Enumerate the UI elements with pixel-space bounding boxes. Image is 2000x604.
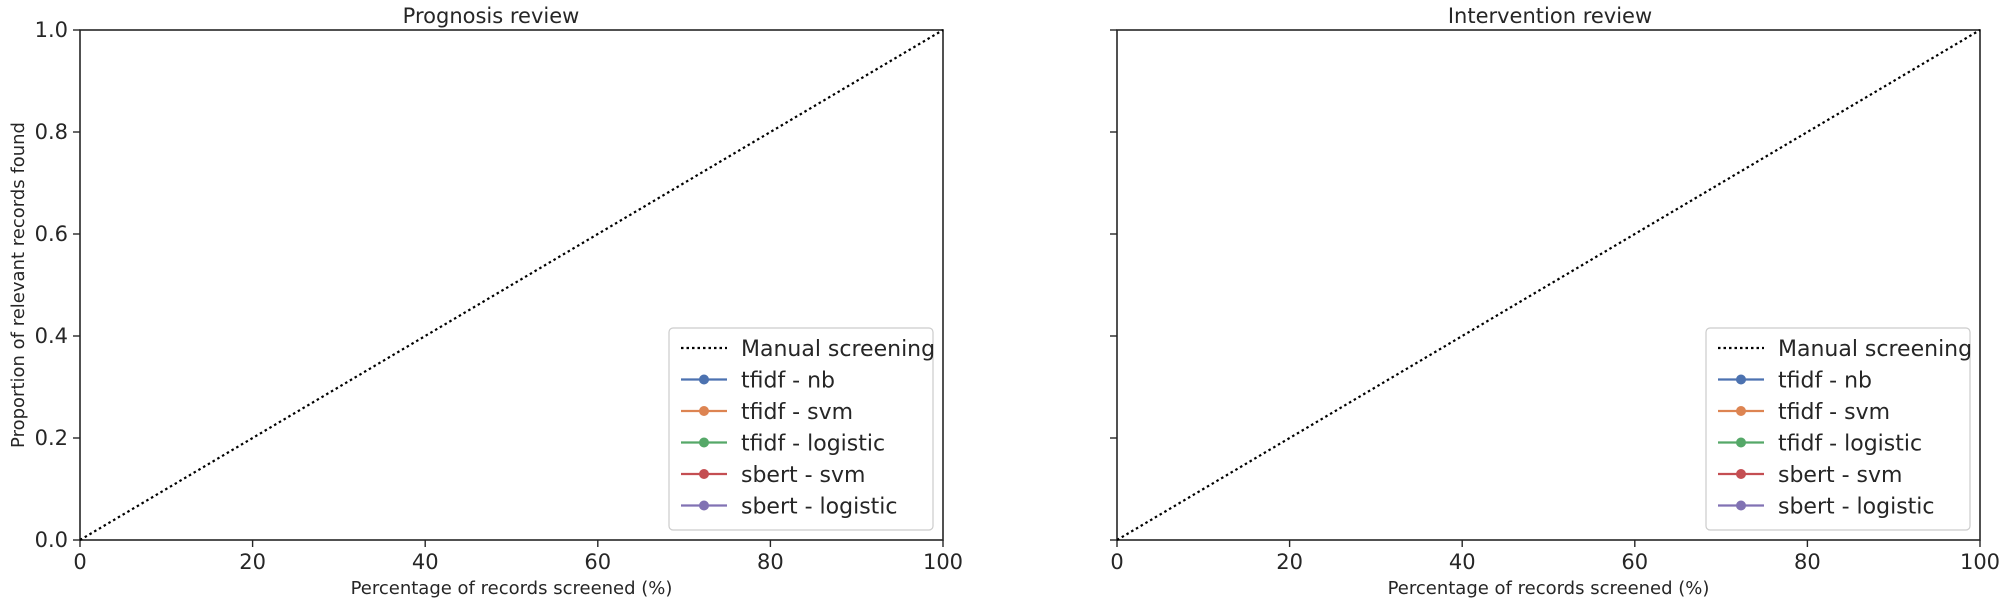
- x-tick-label: 40: [412, 550, 439, 574]
- legend-swatch-marker: [699, 406, 709, 416]
- x-tick-label: 20: [1276, 550, 1303, 574]
- x-axis-label: Percentage of records screened (%): [1388, 578, 1710, 599]
- x-tick-label: 100: [923, 550, 963, 574]
- legend-swatch-marker: [1736, 374, 1746, 385]
- legend: Manual screening tfidf - nb tfidf - svm tfi…: [1705, 327, 1972, 531]
- y-tick-label: 0.4: [35, 324, 68, 348]
- series-line: [1116, 29, 1981, 541]
- x-tick-label: 20: [239, 550, 266, 574]
- legend-entry-label: tfidf - svm: [1778, 400, 1890, 425]
- subplot-1: 0 20 40 60 80 100 Percentage of records screen…: [1110, 29, 2000, 599]
- axes-frame: [79, 29, 944, 541]
- y-tick-label: 1.0: [35, 18, 68, 42]
- legend-entry-label: sbert - logistic: [1778, 495, 1935, 520]
- x-tick-label: 80: [757, 550, 784, 574]
- x-tick-label: 60: [584, 550, 611, 574]
- x-tick-label: 80: [1794, 550, 1821, 574]
- x-tick-label: 40: [1449, 550, 1476, 574]
- legend-entry-label: sbert - svm: [741, 463, 865, 488]
- legend-entry-label: tfidf - logistic: [741, 432, 885, 457]
- legend-entry-label: Manual screening: [741, 337, 935, 362]
- x-tick-label: 0: [1110, 550, 1123, 574]
- legend-entry-label: tfidf - nb: [1778, 369, 1872, 394]
- axes-frame: [1116, 29, 1981, 541]
- legend-entry-label: tfidf - svm: [741, 400, 853, 425]
- x-axis-label: Percentage of records screened (%): [351, 578, 673, 599]
- legend-swatch-marker: [1736, 406, 1746, 416]
- y-tick-label: 0.6: [35, 222, 68, 246]
- legend-entry-label: sbert - logistic: [741, 495, 898, 520]
- subplot-title-intervention: Intervention review: [1448, 4, 1652, 28]
- legend-entry-label: sbert - svm: [1778, 463, 1902, 488]
- x-tick-label: 60: [1621, 550, 1648, 574]
- legend: Manual screening tfidf - nb tfidf - svm tfi…: [668, 327, 935, 531]
- x-tick-label: 0: [73, 550, 86, 574]
- legend-swatch-marker: [699, 374, 709, 385]
- legend-swatch-marker: [1736, 437, 1746, 448]
- legend-box: [668, 327, 934, 531]
- legend-box: [1705, 327, 1971, 531]
- y-tick-label: 0.2: [35, 426, 68, 450]
- series-line: [79, 29, 944, 541]
- legend-entry-label: tfidf - logistic: [1778, 432, 1922, 457]
- subplot-title-prognosis: Prognosis review: [403, 4, 580, 28]
- legend-swatch-marker: [699, 437, 709, 448]
- legend-entry-label: tfidf - nb: [741, 369, 835, 394]
- legend-swatch-marker: [699, 500, 709, 511]
- legend-entry-label: Manual screening: [1778, 337, 1972, 362]
- plot-layer: 0 20 40 60 80 100 0.0 0.2 0.4 0.6 0.8 1.0 Percentage…: [8, 18, 2000, 599]
- y-tick-label: 0.8: [35, 120, 68, 144]
- x-tick-label: 100: [1960, 550, 2000, 574]
- legend-swatch-marker: [1736, 469, 1746, 479]
- legend-swatch-marker: [1736, 500, 1746, 511]
- legend-swatch-marker: [699, 469, 709, 479]
- subplot-0: 0 20 40 60 80 100 0.0 0.2 0.4 0.6 0.8 1.0 Percentage…: [8, 18, 963, 599]
- y-tick-label: 0.0: [35, 528, 68, 552]
- y-axis-label: Proportion of relevant records found: [8, 122, 29, 448]
